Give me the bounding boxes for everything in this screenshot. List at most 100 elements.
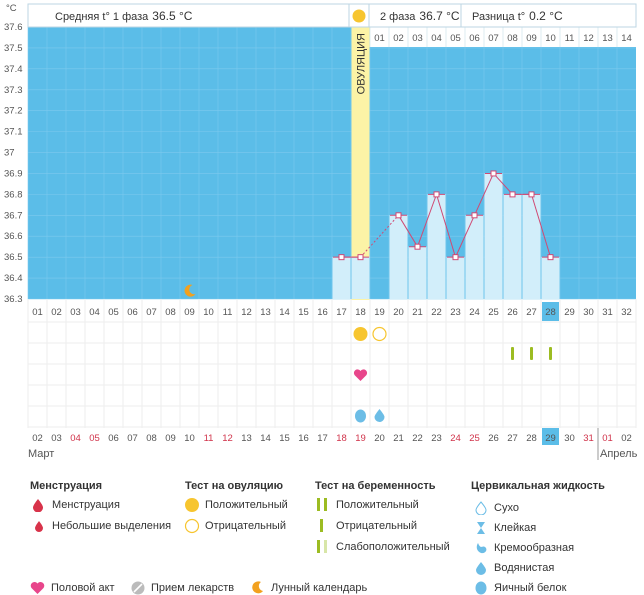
post-ovulation-day: 03 — [412, 33, 423, 44]
ovulation-header-icon — [352, 9, 366, 23]
calendar-date-label: 17 — [317, 433, 328, 444]
cycle-day-label: 11 — [223, 307, 233, 318]
legend-pregnancy-title: Тест на беременность — [315, 480, 436, 492]
temp-bar — [446, 257, 465, 299]
cervical-watery-icon — [374, 409, 385, 422]
cycle-day-label: 03 — [70, 307, 81, 318]
cervical-eggwhite-icon — [355, 409, 366, 423]
cervical-watery-icon — [476, 562, 486, 575]
legend-medication: Прием лекарств — [151, 582, 235, 594]
calendar-date-label: 03 — [51, 433, 62, 444]
pregnancy-test-negative-icon — [530, 347, 533, 360]
phase1-value: 36.5 °C — [152, 9, 192, 23]
cervical-sticky-icon — [477, 522, 485, 534]
legend-menstruation-item: Менструация — [52, 499, 120, 511]
intercourse-heart-icon — [353, 369, 368, 381]
calendar-date-label: 07 — [127, 433, 138, 444]
temp-bar — [503, 194, 522, 299]
calendar-date-label: 01 — [602, 433, 613, 444]
pregnancy-test-negative-icon — [549, 347, 552, 360]
cycle-day-label: 21 — [412, 307, 423, 318]
intercourse-heart-icon — [30, 582, 45, 594]
post-ovulation-day: 07 — [488, 33, 499, 44]
calendar-date-label: 18 — [336, 433, 347, 444]
ovulation-label: ОВУЛЯЦИЯ — [356, 33, 368, 94]
temp-line-segment — [474, 173, 494, 216]
ovulation-column — [351, 27, 370, 300]
cycle-day-label: 10 — [203, 307, 214, 318]
temp-bar — [541, 257, 560, 299]
calendar-date-label: 19 — [355, 433, 366, 444]
calendar-date-label: 10 — [184, 433, 195, 444]
temp-line-segment — [417, 194, 437, 247]
diff-label: Разница t° — [472, 11, 525, 23]
post-ovulation-day: 11 — [565, 33, 575, 44]
calendar-date-label: 27 — [507, 433, 518, 444]
legend-pregnancy-positive: Положительный — [336, 499, 419, 511]
cycle-day-label: 30 — [583, 307, 594, 318]
cycle-day-label: 23 — [450, 307, 461, 318]
post-ovulation-day: 10 — [545, 33, 556, 44]
temp-point — [414, 243, 421, 250]
legend-ovulation-positive: Положительный — [205, 499, 288, 511]
post-ovulation-day: 04 — [431, 33, 442, 44]
cycle-day-label: 25 — [488, 307, 499, 318]
calendar-date-label: 21 — [393, 433, 404, 444]
temp-point — [433, 191, 440, 198]
phase1-label: Средняя t° 1 фаза — [55, 11, 149, 23]
cycle-day-label: 13 — [260, 307, 271, 318]
y-tick-label: 37.1 — [4, 127, 23, 138]
cycle-day-label: 08 — [165, 307, 176, 318]
legend: Менструация Менструация Небольшие выделе… — [0, 468, 644, 595]
ovulation-test-positive-icon — [353, 327, 368, 341]
temp-line-segment — [455, 215, 475, 258]
menstruation-drop-icon — [33, 499, 43, 512]
y-tick-label: 36.5 — [4, 252, 23, 263]
calendar-date-label: 02 — [621, 433, 632, 444]
y-tick-label: 36.8 — [4, 189, 23, 200]
y-tick-label: 37.4 — [4, 64, 23, 75]
temp-bar — [332, 257, 351, 299]
y-tick-label: 37.6 — [4, 22, 23, 33]
temp-point — [490, 170, 497, 177]
cycle-day-label: 19 — [374, 307, 385, 318]
pregnancy-test-negative-icon — [511, 347, 514, 360]
unit-label: °C — [6, 3, 17, 14]
temp-point — [395, 212, 402, 219]
temp-point — [509, 191, 516, 198]
cycle-day-label: 24 — [469, 307, 480, 318]
post-ovulation-day: 14 — [621, 33, 632, 44]
calendar-date-label: 23 — [431, 433, 442, 444]
temp-line-segment — [531, 194, 551, 258]
legend-lunar: Лунный календарь — [271, 582, 368, 594]
calendar-date-label: 04 — [70, 433, 81, 444]
legend-cervical-creamy: Кремообразная — [494, 542, 575, 554]
post-ovulation-day: 02 — [393, 33, 404, 44]
lunar-moon-icon — [252, 581, 263, 594]
temp-point — [547, 254, 554, 261]
y-tick-label: 37.2 — [4, 106, 23, 117]
cycle-day-label: 01 — [32, 307, 43, 318]
temp-bar — [351, 257, 370, 299]
temp-bar — [389, 215, 408, 299]
cervical-eggwhite-icon — [475, 581, 487, 595]
cycle-day-label: 05 — [108, 307, 119, 318]
calendar-date-label: 16 — [298, 433, 309, 444]
legend-ovulation-negative: Отрицательный — [205, 520, 286, 532]
calendar-date-label: 05 — [89, 433, 100, 444]
calendar-date-label: 25 — [469, 433, 480, 444]
temp-bar — [522, 194, 541, 299]
cervical-dry-icon — [475, 501, 487, 515]
cycle-day-label: 27 — [526, 307, 537, 318]
temp-point — [357, 254, 364, 261]
chart-header: °C Средняя t° 1 фаза 36.5 °C 2 фаза 36.7 °… — [6, 3, 637, 28]
y-tick-label: 36.9 — [4, 168, 23, 179]
calendar-date-label: 28 — [526, 433, 537, 444]
pregnancy-negative-icon — [320, 519, 323, 532]
y-tick-label: 37.3 — [4, 85, 23, 96]
temp-point — [452, 254, 459, 261]
post-ovulation-day: 01 — [374, 33, 385, 44]
legend-ovulation-title: Тест на овуляцию — [185, 480, 284, 492]
legend-cervical-title: Цервикальная жидкость — [471, 480, 605, 492]
